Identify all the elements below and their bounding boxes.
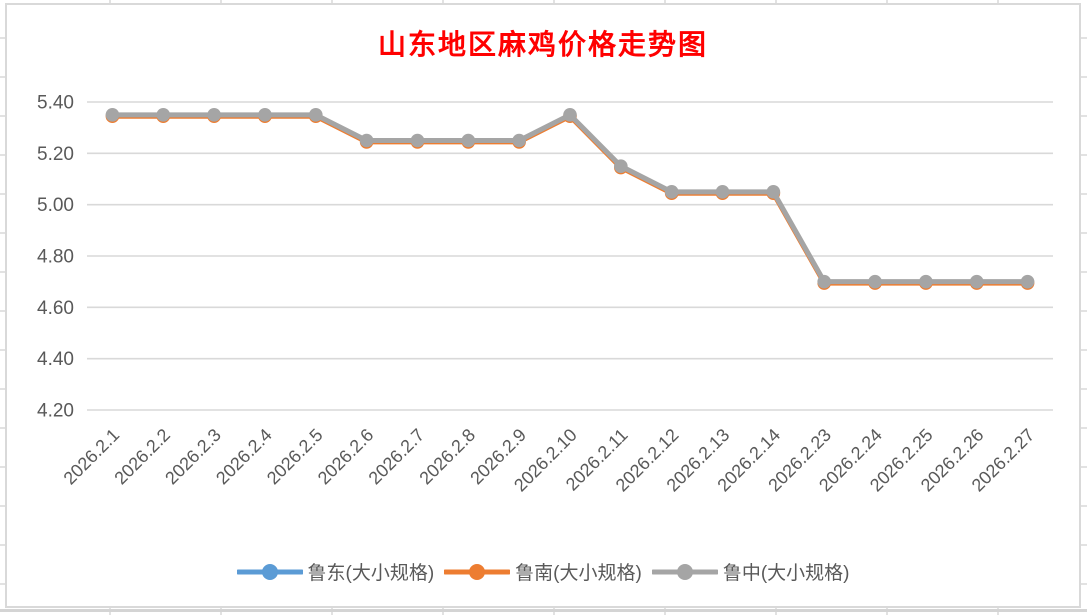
data-point-marker[interactable]: [766, 185, 781, 199]
y-tick-label: 4.20: [37, 401, 74, 422]
data-point-marker[interactable]: [664, 185, 679, 199]
data-point-marker[interactable]: [1020, 274, 1035, 289]
legend-item[interactable]: 鲁中(大小规格): [651, 558, 850, 585]
y-tick-label: 4.40: [37, 349, 74, 370]
y-tick-label: 5.00: [37, 195, 74, 216]
data-point-marker[interactable]: [817, 274, 832, 289]
legend-item[interactable]: 鲁东(大小规格): [236, 558, 435, 585]
data-point-marker[interactable]: [410, 133, 425, 148]
legend-marker-icon: [651, 563, 718, 580]
chart-title[interactable]: 山东地区麻鸡价格走势图: [377, 28, 708, 61]
data-point-marker[interactable]: [461, 133, 476, 148]
plot-svg: 5.405.205.004.804.604.404.202026.2.12026…: [37, 93, 1053, 495]
legend-item[interactable]: 鲁南(大小规格): [444, 558, 642, 585]
chart-area[interactable]: 5.40 5.20 5.00 4.80 4.60 4.40 4.20 2026.2.1 2026…: [5, 3, 1081, 608]
series-line[interactable]: [109, 113, 1031, 286]
data-point-marker[interactable]: [563, 108, 577, 122]
chart-legend: 鲁东(大小规格) 鲁南(大小规格) 鲁中(大小规格): [7, 558, 1079, 585]
data-point-marker[interactable]: [308, 108, 323, 122]
spreadsheet-gridline: [0, 609, 1087, 612]
data-point-marker[interactable]: [868, 274, 882, 289]
y-tick-label: 4.60: [37, 298, 74, 319]
legend-label: 鲁中(大小规格): [722, 563, 850, 584]
legend-label: 鲁南(大小规格): [515, 563, 642, 584]
legend-marker-icon: [236, 563, 303, 580]
legend-label: 鲁东(大小规格): [307, 563, 435, 584]
data-point-marker[interactable]: [715, 185, 730, 199]
data-point-marker[interactable]: [207, 108, 221, 122]
y-tick-label: 5.40: [37, 93, 74, 114]
data-point-marker[interactable]: [969, 274, 984, 289]
y-tick-label: 5.20: [37, 144, 74, 165]
legend-marker-icon: [444, 563, 511, 580]
data-point-marker[interactable]: [614, 159, 628, 173]
data-point-marker[interactable]: [105, 108, 120, 122]
data-point-marker[interactable]: [512, 133, 526, 148]
data-point-marker[interactable]: [156, 108, 171, 122]
data-point-marker[interactable]: [359, 133, 374, 148]
data-point-marker[interactable]: [919, 274, 933, 289]
y-tick-label: 4.80: [37, 247, 74, 268]
data-point-marker[interactable]: [258, 108, 272, 122]
